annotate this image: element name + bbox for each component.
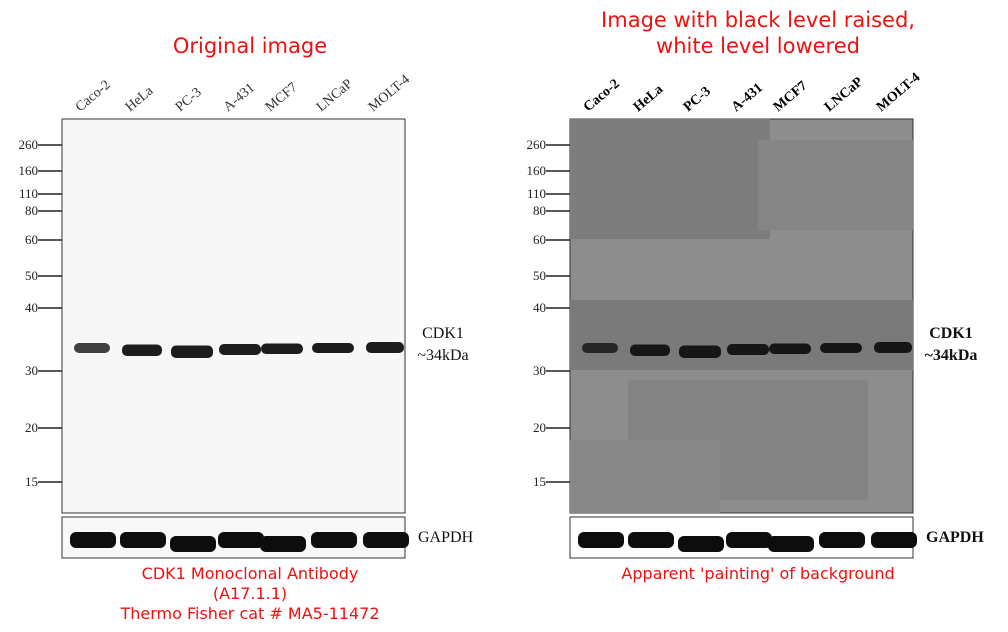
- target-label: CDK1: [929, 325, 973, 342]
- panel-title: Image with black level raised,: [601, 8, 915, 32]
- caption: Thermo Fisher cat # MA5-11472: [119, 604, 379, 623]
- marker-label: 20: [25, 420, 38, 435]
- marker-label: 50: [533, 268, 546, 283]
- marker-label: 110: [19, 186, 38, 201]
- loading-label: GAPDH: [418, 529, 474, 546]
- marker-label: 20: [533, 420, 546, 435]
- background-patch: [758, 140, 913, 230]
- lane-label: PC-3: [681, 84, 714, 115]
- lane-label: MCF7: [771, 79, 810, 115]
- marker-label: 160: [527, 163, 547, 178]
- lane-label: Caco-2: [73, 78, 114, 115]
- panel-title: white level lowered: [656, 34, 860, 58]
- band: [768, 536, 814, 552]
- panel: Original image Caco-2 HeLa PC-3 A-431 MCF7 LNC…: [19, 34, 474, 623]
- marker-label: 60: [25, 232, 38, 247]
- band: [582, 343, 618, 353]
- lane-label: MCF7: [263, 80, 301, 115]
- band: [874, 342, 912, 353]
- band: [74, 343, 110, 353]
- band: [312, 343, 354, 353]
- band: [363, 532, 409, 548]
- lane-label: HeLa: [631, 82, 666, 115]
- lane-label: MOLT-4: [366, 72, 413, 115]
- band: [871, 532, 917, 548]
- panel: Image with black level raised,white leve…: [527, 8, 985, 583]
- marker-label: 40: [533, 300, 546, 315]
- band: [578, 532, 624, 548]
- band: [170, 536, 216, 552]
- band: [630, 344, 670, 356]
- band: [678, 536, 724, 552]
- marker-label: 40: [25, 300, 38, 315]
- band: [260, 536, 306, 552]
- lane-label: A-431: [729, 81, 766, 115]
- band: [727, 344, 769, 355]
- band: [171, 345, 213, 358]
- marker-label: 110: [527, 186, 546, 201]
- target-label: ~34kDa: [417, 347, 468, 364]
- band: [366, 342, 404, 353]
- marker-label: 15: [533, 474, 546, 489]
- caption: CDK1 Monoclonal Antibody: [142, 564, 359, 583]
- marker-label: 15: [25, 474, 38, 489]
- marker-label: 30: [25, 363, 38, 378]
- lane-label: Caco-2: [581, 77, 623, 115]
- caption: Apparent 'painting' of background: [621, 564, 894, 583]
- band: [218, 532, 264, 548]
- panel-title: Original image: [173, 34, 327, 58]
- band: [819, 532, 865, 548]
- marker-label: 80: [25, 203, 38, 218]
- lane-label: MOLT-4: [874, 70, 923, 115]
- background-patch: [570, 119, 770, 239]
- loading-label: GAPDH: [926, 529, 984, 546]
- band: [120, 532, 166, 548]
- band: [726, 532, 772, 548]
- band: [122, 344, 162, 356]
- marker-label: 50: [25, 268, 38, 283]
- marker-label: 60: [533, 232, 546, 247]
- marker-label: 80: [533, 203, 546, 218]
- marker-label: 260: [19, 137, 39, 152]
- band: [628, 532, 674, 548]
- target-label: ~34kDa: [925, 347, 978, 364]
- blot: [61, 118, 406, 514]
- marker-label: 30: [533, 363, 546, 378]
- caption: (A17.1.1): [213, 584, 287, 603]
- band: [219, 344, 261, 355]
- background-patch: [570, 440, 720, 513]
- background-patch: [570, 300, 913, 370]
- band: [679, 345, 721, 358]
- marker-label: 260: [527, 137, 547, 152]
- lane-label: LNCaP: [822, 74, 867, 115]
- lane-label: A-431: [221, 81, 258, 115]
- band: [70, 532, 116, 548]
- band: [820, 343, 862, 353]
- lane-label: HeLa: [123, 83, 157, 115]
- lane-label: PC-3: [173, 85, 205, 115]
- band: [769, 343, 811, 354]
- band: [261, 343, 303, 354]
- target-label: CDK1: [422, 325, 464, 342]
- band: [311, 532, 357, 548]
- marker-label: 160: [19, 163, 39, 178]
- lane-label: LNCaP: [314, 76, 356, 115]
